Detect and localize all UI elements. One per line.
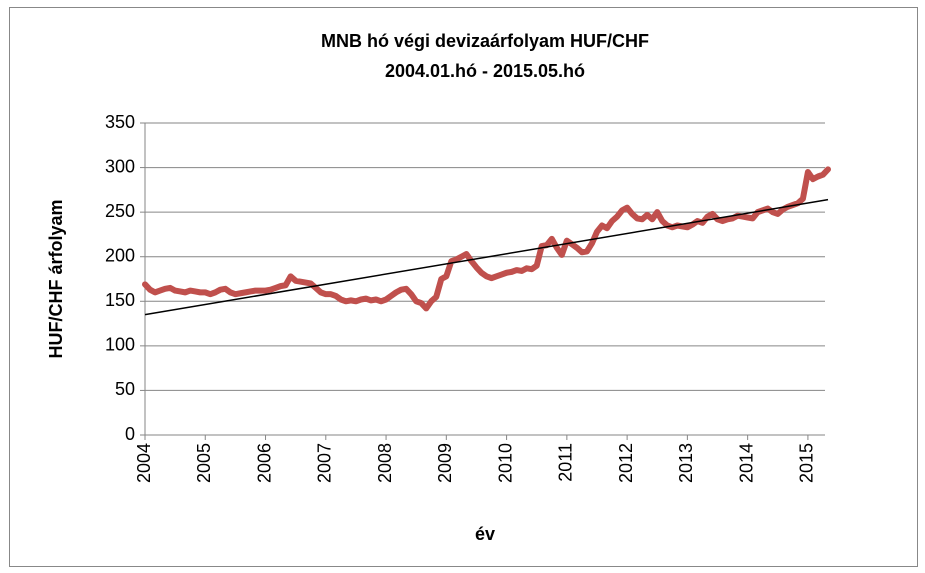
x-tick-label: 2013 bbox=[676, 443, 696, 483]
x-tick-label: 2010 bbox=[495, 443, 515, 483]
chart-border bbox=[9, 7, 918, 567]
y-axis-title: HUF/CHF árfolyam bbox=[46, 199, 66, 358]
y-tick-label: 200 bbox=[105, 245, 135, 265]
x-tick-label: 2007 bbox=[315, 443, 335, 483]
y-tick-label: 150 bbox=[105, 290, 135, 310]
trend-line bbox=[144, 198, 829, 316]
y-tick-label: 0 bbox=[125, 424, 135, 444]
y-tick-label: 350 bbox=[105, 112, 135, 132]
x-tick-label: 2005 bbox=[194, 443, 214, 483]
y-tick-label: 100 bbox=[105, 335, 135, 355]
x-tick-label: 2009 bbox=[435, 443, 455, 483]
x-tick-label: 2011 bbox=[556, 443, 576, 482]
x-tick-label: 2014 bbox=[736, 443, 756, 483]
x-tick-label: 2008 bbox=[375, 443, 395, 483]
data-line bbox=[142, 166, 831, 312]
x-tick-label: 2006 bbox=[254, 443, 274, 483]
x-tick-label: 2004 bbox=[134, 443, 154, 483]
y-tick-label: 50 bbox=[115, 379, 135, 399]
chart-title: MNB hó végi devizaárfolyam HUF/CHF bbox=[321, 31, 649, 51]
y-tick-label: 250 bbox=[105, 201, 135, 221]
x-tick-label: 2015 bbox=[797, 443, 817, 483]
x-tick-label: 2012 bbox=[616, 443, 636, 483]
x-axis-title: év bbox=[475, 524, 495, 544]
chart-subtitle: 2004.01.hó - 2015.05.hó bbox=[385, 61, 585, 81]
y-tick-label: 300 bbox=[105, 156, 135, 176]
